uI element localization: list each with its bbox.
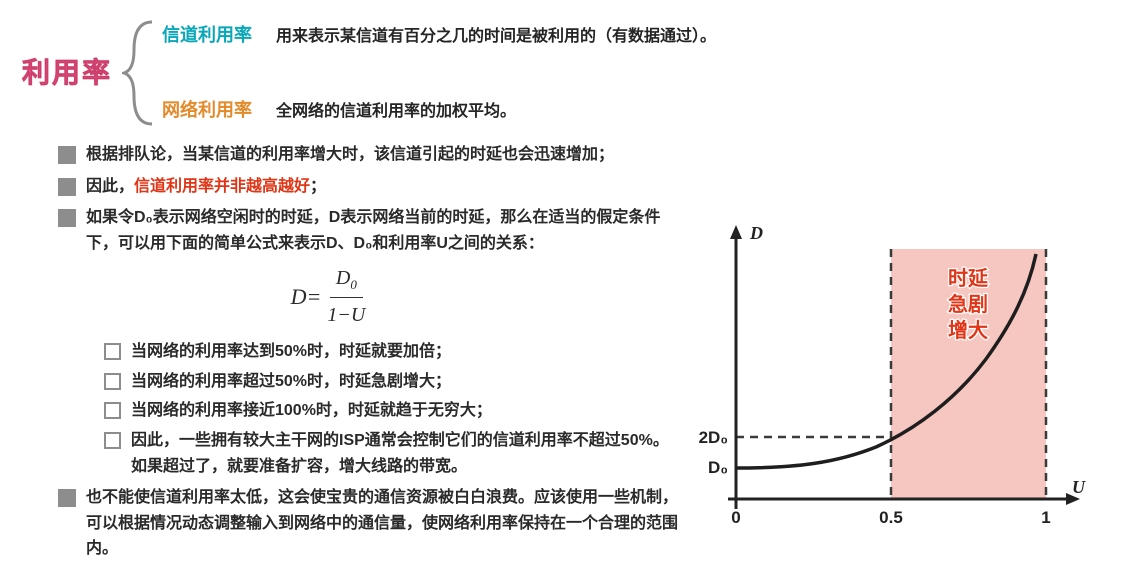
y-mark-d0: D₀ xyxy=(708,458,728,477)
check-text: 当网络的利用率达到50%时，时延就要加倍； xyxy=(131,339,451,365)
shade-label-2: 急剧 xyxy=(948,292,988,316)
formula-lhs: D= xyxy=(291,279,322,314)
bullet-pre: 因此， xyxy=(86,178,134,195)
checkbox-icon xyxy=(104,432,121,449)
check-text: 因此，一些拥有较大主干网的ISP通常会控制它们的信道利用率不超过50%。如果超过… xyxy=(131,428,671,479)
check-text: 当网络的利用率超过50%时，时延急剧增大； xyxy=(131,369,451,395)
y-axis-arrow-icon xyxy=(730,225,742,239)
root-term: 利用率 xyxy=(22,51,112,96)
checkbox-icon xyxy=(104,343,121,360)
shade-label-1: 时延 xyxy=(948,266,989,290)
square-bullet-icon xyxy=(58,209,76,227)
x-axis-label: U xyxy=(1072,477,1086,497)
bullet-post: ； xyxy=(310,178,326,195)
square-bullet-icon xyxy=(58,178,76,196)
x-tick-1: 1 xyxy=(1041,508,1050,527)
y-mark-2d0: 2D₀ xyxy=(699,428,728,447)
branch-desc: 用来表示某信道有百分之几的时间是被利用的（有数据通过）。 xyxy=(276,24,716,50)
bullet-text: 因此，信道利用率并非越高越好； xyxy=(86,174,326,200)
bullet-row: 因此，信道利用率并非越高越好； xyxy=(58,174,1094,200)
bullet-text: 根据排队论，当某信道的利用率增大时，该信道引起的时延也会迅速增加； xyxy=(86,142,614,168)
definition-block: 利用率 信道利用率 用来表示某信道有百分之几的时间是被利用的（有数据通过）。 网… xyxy=(18,18,1094,128)
delay-vs-utilization-chart: 时延 急剧 增大 D U 0 0.5 1 D₀ 2D₀ xyxy=(676,219,1086,549)
checkbox-icon xyxy=(104,373,121,390)
x-tick-05: 0.5 xyxy=(879,508,903,527)
branch-row: 网络利用率 全网络的信道利用率的加权平均。 xyxy=(162,96,716,125)
branch-desc: 全网络的信道利用率的加权平均。 xyxy=(276,99,516,125)
square-bullet-icon xyxy=(58,146,76,164)
bullet-text: 如果令D₀表示网络空闲时的时延，D表示网络当前的时延，那么在适当的假定条件下，可… xyxy=(86,205,686,256)
branch-row: 信道利用率 用来表示某信道有百分之几的时间是被利用的（有数据通过）。 xyxy=(162,21,716,50)
formula-num: D0 xyxy=(330,262,363,298)
formula-den: 1−U xyxy=(327,298,365,331)
shade-label-3: 增大 xyxy=(948,318,988,342)
check-text: 当网络的利用率接近100%时，时延就趋于无穷大； xyxy=(131,398,492,424)
branch-term-network: 网络利用率 xyxy=(162,96,252,125)
formula: D= D0 1−U xyxy=(178,262,478,331)
bullet-text: 也不能使信道利用率太低，这会使宝贵的通信资源被白白浪费。应该使用一些机制，可以根… xyxy=(86,485,686,562)
brace-icon xyxy=(122,18,156,128)
x-tick-0: 0 xyxy=(731,508,740,527)
branches: 信道利用率 用来表示某信道有百分之几的时间是被利用的（有数据通过）。 网络利用率… xyxy=(162,21,716,125)
branch-term-channel: 信道利用率 xyxy=(162,21,252,50)
bullet-row: 根据排队论，当某信道的利用率增大时，该信道引起的时延也会迅速增加； xyxy=(58,142,1094,168)
formula-fraction: D0 1−U xyxy=(327,262,365,331)
y-axis-label: D xyxy=(749,223,763,243)
checkbox-icon xyxy=(104,402,121,419)
square-bullet-icon xyxy=(58,489,76,507)
bullet-red: 信道利用率并非越高越好 xyxy=(134,178,310,195)
